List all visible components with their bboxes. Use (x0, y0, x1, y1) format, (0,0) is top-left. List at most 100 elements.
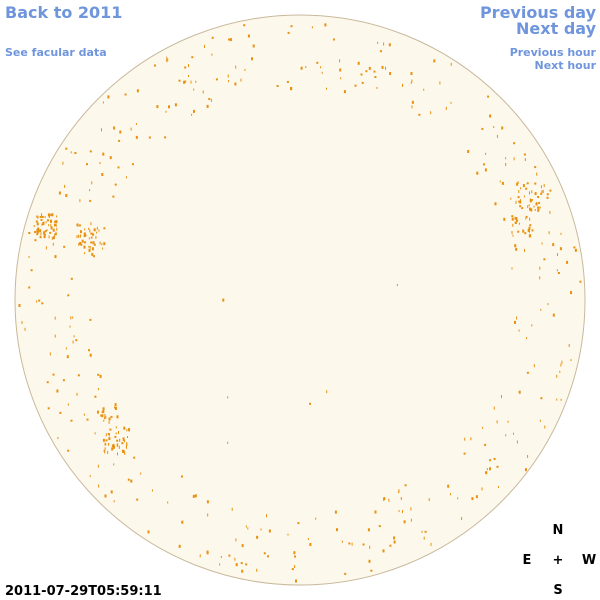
facula (114, 403, 117, 407)
facula (531, 190, 533, 194)
facular-link[interactable]: See facular data (5, 46, 107, 59)
facula (122, 439, 125, 441)
facula (121, 442, 124, 445)
facula (528, 204, 530, 207)
facula (84, 241, 86, 244)
facula (294, 555, 296, 558)
facula (499, 180, 501, 183)
facula (326, 390, 328, 394)
facula (101, 414, 104, 418)
facula (91, 247, 94, 251)
facula (525, 215, 528, 218)
facula (374, 76, 377, 78)
facula (256, 568, 258, 572)
facula (67, 294, 70, 297)
facula (561, 360, 563, 364)
facula (297, 522, 300, 525)
next-day-link[interactable]: Next day (516, 19, 597, 38)
facula (537, 208, 540, 212)
facula (45, 221, 47, 224)
facula (67, 449, 70, 452)
facula (54, 334, 56, 338)
facula (103, 227, 106, 230)
facula (83, 413, 85, 416)
facula (518, 390, 521, 394)
facula (56, 389, 59, 393)
facula (124, 452, 126, 455)
back-link[interactable]: Back to 2011 (5, 3, 122, 22)
facula (204, 44, 205, 48)
facula (56, 215, 58, 218)
facula (80, 230, 82, 234)
facula (511, 217, 514, 221)
facula (102, 410, 105, 414)
facula (43, 231, 46, 235)
facula (511, 267, 513, 270)
facula (202, 90, 204, 94)
facula (393, 540, 396, 544)
facula (113, 126, 116, 130)
facula (291, 568, 294, 571)
facula (101, 243, 103, 246)
facula (374, 510, 377, 514)
facula (89, 318, 92, 321)
facula (547, 303, 549, 306)
facula (220, 556, 222, 558)
facula (191, 113, 193, 116)
facula (559, 370, 561, 373)
facula (49, 231, 52, 234)
facula (295, 579, 297, 583)
facula (43, 233, 46, 236)
facula (382, 549, 385, 553)
facula (90, 236, 92, 239)
facula (501, 126, 504, 130)
facula (102, 407, 105, 411)
previous-day-link[interactable]: Previous day (480, 3, 597, 22)
facula (393, 536, 396, 540)
facula (544, 425, 546, 429)
facula (46, 229, 48, 232)
facula (108, 433, 110, 437)
facula (215, 78, 218, 81)
facula (211, 53, 213, 56)
facula (430, 111, 432, 115)
facula (507, 420, 509, 423)
facula (124, 450, 126, 454)
previous-hour-link[interactable]: Previous hour (510, 46, 597, 59)
facula (115, 426, 117, 429)
facula (191, 56, 194, 59)
facula (334, 510, 337, 514)
facula (75, 339, 78, 342)
facula (89, 353, 92, 357)
facula (411, 105, 413, 109)
facula (339, 59, 341, 63)
facula (485, 471, 486, 474)
facula (579, 280, 582, 283)
facula (549, 189, 552, 192)
facula (530, 199, 533, 201)
facula (481, 127, 484, 130)
facula (39, 235, 41, 238)
facula (411, 100, 414, 104)
facula (518, 329, 520, 332)
facula (539, 266, 541, 270)
facula (98, 388, 99, 391)
next-hour-link[interactable]: Next hour (535, 59, 597, 72)
facula (340, 77, 342, 80)
facula (483, 163, 485, 166)
facula (421, 530, 423, 533)
facula (102, 438, 105, 442)
facula (560, 232, 562, 235)
facula (568, 344, 570, 347)
facula (540, 397, 543, 400)
facula (84, 228, 86, 231)
facula (240, 562, 243, 565)
facula (556, 269, 558, 272)
facula (410, 81, 412, 84)
facula (102, 152, 105, 156)
facula (66, 355, 69, 359)
facula (104, 414, 106, 417)
facula (211, 36, 214, 39)
facula (109, 156, 112, 160)
facula (557, 272, 560, 274)
